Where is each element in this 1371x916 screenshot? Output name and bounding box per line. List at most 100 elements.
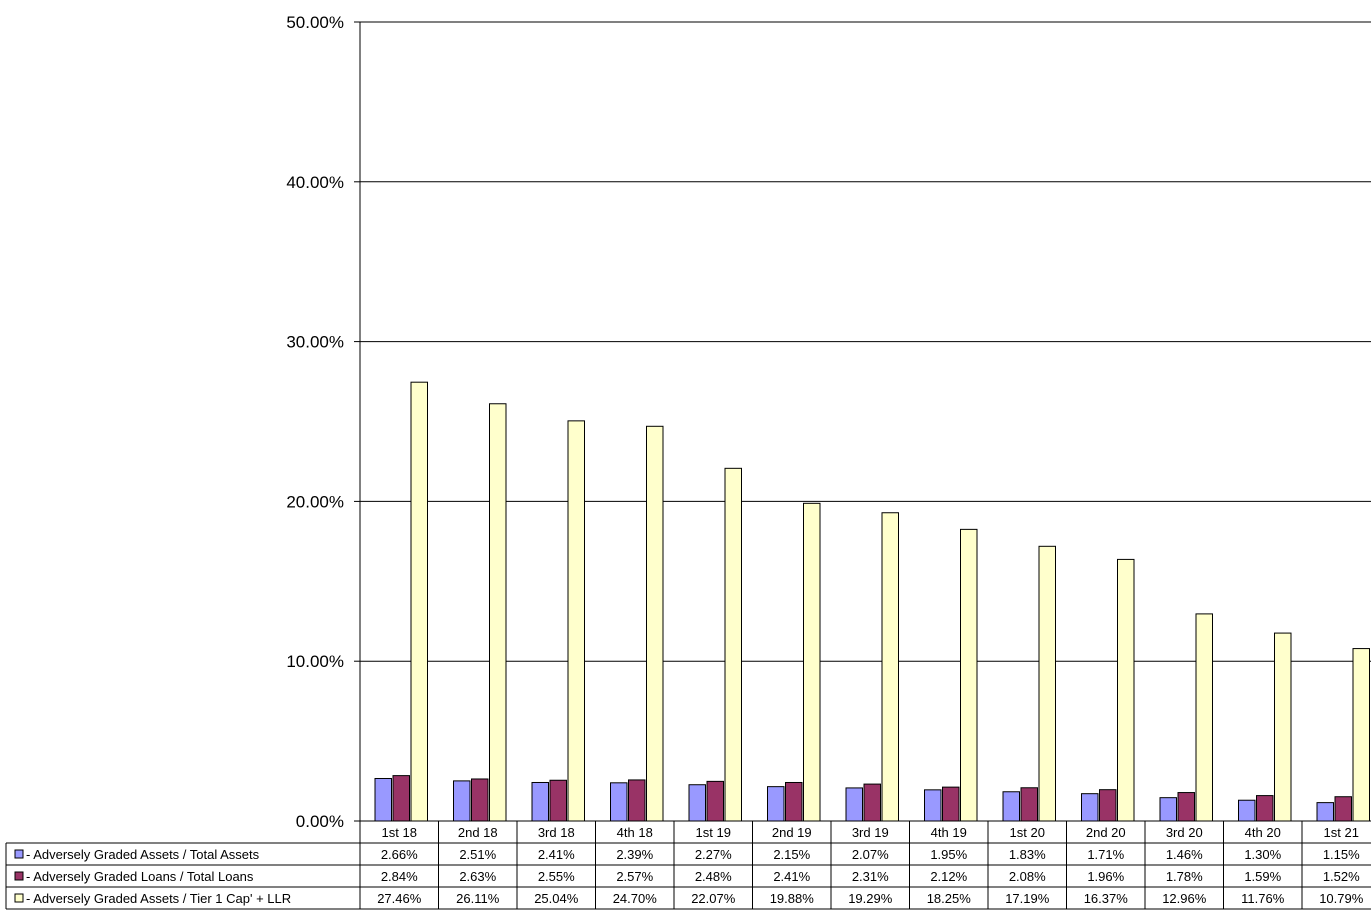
- bar: [374, 777, 392, 822]
- y-tick-label: 50.00%: [286, 13, 344, 32]
- data-label: 16.37%: [1084, 891, 1129, 906]
- data-label: 1.52%: [1323, 869, 1360, 884]
- x-tick-label: 1st 18: [382, 825, 417, 840]
- bar: [610, 782, 628, 822]
- data-label: 2.48%: [695, 869, 732, 884]
- data-label: 10.79%: [1319, 891, 1364, 906]
- data-table: 1st 18 2nd 18 3rd 18 4th 18 1st 19 2nd 19 3rd …: [5, 820, 1371, 910]
- bar: [1020, 787, 1038, 822]
- bar: [1099, 789, 1117, 822]
- bar: [1038, 545, 1056, 822]
- bar: [924, 789, 942, 822]
- x-tick-label: 4th 18: [617, 825, 653, 840]
- data-label: 22.07%: [691, 891, 736, 906]
- data-label: 19.29%: [848, 891, 893, 906]
- bar: [1238, 799, 1256, 822]
- bar: [881, 512, 899, 822]
- data-label: 1.96%: [1087, 869, 1124, 884]
- data-label: 2.27%: [695, 847, 732, 862]
- y-tick-label: 0.00%: [296, 812, 344, 831]
- bar: [863, 783, 881, 822]
- bar: [706, 780, 724, 822]
- data-label: 1.30%: [1244, 847, 1281, 862]
- x-tick-label: 1st 20: [1010, 825, 1045, 840]
- x-tick-label: 1st 19: [696, 825, 731, 840]
- bar: [1195, 613, 1213, 822]
- data-label: 2.41%: [538, 847, 575, 862]
- data-label: 1.78%: [1166, 869, 1203, 884]
- bar: [410, 381, 428, 822]
- data-label: 19.88%: [770, 891, 815, 906]
- data-label: 2.66%: [381, 847, 418, 862]
- y-tick-label: 10.00%: [286, 652, 344, 671]
- bar: [1081, 793, 1099, 822]
- x-tick-label: 3rd 18: [538, 825, 575, 840]
- bar: [531, 781, 549, 822]
- x-tick-label: 3rd 19: [852, 825, 889, 840]
- bar: [1177, 792, 1195, 822]
- data-label: 2.41%: [773, 869, 810, 884]
- x-tick-label: 3rd 20: [1166, 825, 1203, 840]
- data-label: 2.39%: [616, 847, 653, 862]
- data-label: 1.83%: [1009, 847, 1046, 862]
- bar: [549, 779, 567, 822]
- data-label: 2.07%: [852, 847, 889, 862]
- data-label: 24.70%: [613, 891, 658, 906]
- bars: [374, 381, 1370, 822]
- bar: [628, 779, 646, 822]
- data-label: 2.31%: [852, 869, 889, 884]
- legend-label: - Adversely Graded Assets / Tier 1 Cap' …: [26, 891, 291, 906]
- data-label: 1.15%: [1323, 847, 1360, 862]
- bar: [1117, 558, 1135, 822]
- data-label: 17.19%: [1005, 891, 1050, 906]
- data-label: 27.46%: [377, 891, 422, 906]
- bar: [942, 786, 960, 822]
- data-label: 1.95%: [930, 847, 967, 862]
- bar: [646, 425, 664, 822]
- bar: [1316, 802, 1334, 822]
- y-tick-label: 30.00%: [286, 333, 344, 352]
- data-label: 18.25%: [927, 891, 972, 906]
- x-tick-label: 2nd 18: [458, 825, 498, 840]
- x-tick-label: 2nd 20: [1086, 825, 1126, 840]
- legend-swatch: [14, 849, 24, 859]
- x-tick-label: 2nd 19: [772, 825, 812, 840]
- data-label: 2.84%: [381, 869, 418, 884]
- data-label: 1.71%: [1087, 847, 1124, 862]
- data-label: 1.46%: [1166, 847, 1203, 862]
- legend-label: - Adversely Graded Loans / Total Loans: [26, 869, 254, 884]
- bar: [1256, 795, 1274, 822]
- bar: [845, 787, 863, 822]
- data-label: 12.96%: [1162, 891, 1207, 906]
- data-label: 2.57%: [616, 869, 653, 884]
- y-tick-label: 20.00%: [286, 492, 344, 511]
- bar: [392, 775, 410, 822]
- data-label: 25.04%: [534, 891, 579, 906]
- legend-swatch: [14, 871, 24, 881]
- bar: [767, 786, 785, 822]
- x-tick-label: 4th 19: [931, 825, 967, 840]
- data-label: 11.76%: [1241, 891, 1285, 906]
- bar: [688, 784, 706, 822]
- bar: [471, 778, 489, 822]
- x-tick-label: 4th 20: [1245, 825, 1281, 840]
- bar: [1002, 791, 1020, 822]
- bar: [453, 780, 471, 822]
- data-label: 2.08%: [1009, 869, 1046, 884]
- bar: [724, 467, 742, 822]
- gridlines: [354, 21, 1371, 822]
- data-label: 2.12%: [930, 869, 967, 884]
- bar: [567, 420, 585, 822]
- bar: [1159, 797, 1177, 822]
- data-label: 1.59%: [1244, 869, 1281, 884]
- bar: [960, 528, 978, 822]
- legend-label: - Adversely Graded Assets / Total Assets: [26, 847, 260, 862]
- bar: [1334, 796, 1352, 822]
- y-tick-label: 40.00%: [286, 173, 344, 192]
- bar: [489, 403, 507, 822]
- bar: [803, 502, 821, 822]
- data-label: 2.55%: [538, 869, 575, 884]
- data-label: 2.15%: [773, 847, 810, 862]
- bar: [1274, 632, 1292, 822]
